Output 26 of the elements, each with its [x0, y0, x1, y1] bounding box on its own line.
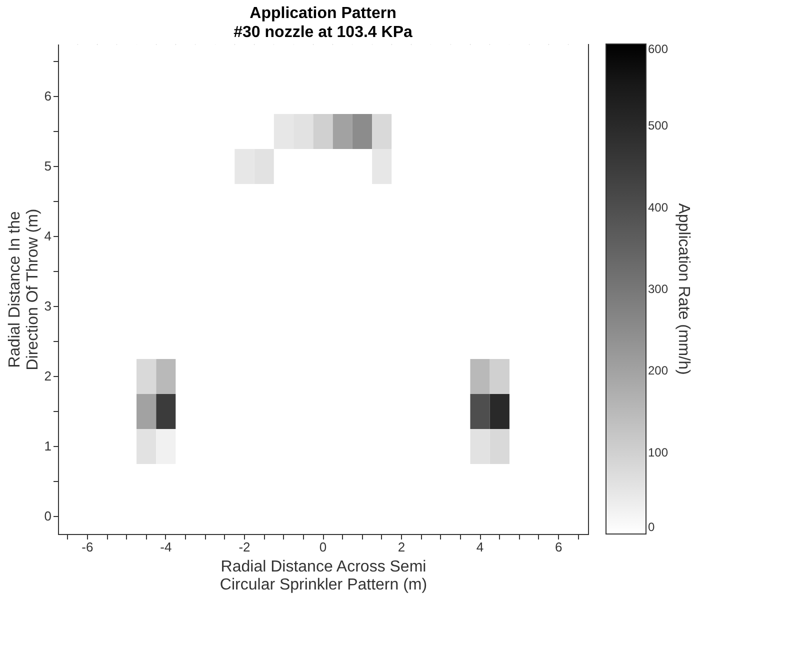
x-axis-title: Radial Distance Across Semi Circular Sprinkler Pattern (m) — [220, 558, 428, 594]
x-tick-label: -4 — [160, 540, 172, 554]
color-bar-label: 500 — [648, 118, 668, 133]
y-tick-label: 0 — [44, 508, 52, 524]
y-tick-label: 2 — [44, 368, 52, 384]
color-bar-label: 200 — [648, 364, 668, 378]
y-tick-label: 1 — [44, 438, 52, 454]
y-tick-label: 3 — [44, 298, 52, 314]
y-axis-title: Radial Distance In the Direction Of Throw (m) — [6, 208, 42, 370]
color-bar-label: 300 — [648, 282, 668, 296]
y-tick-label: 6 — [44, 88, 52, 104]
color-bar-title: Application Rate (mm/h) — [675, 203, 692, 375]
y-tick-label: 4 — [44, 228, 52, 244]
chart-title: Application Pattern — [250, 5, 396, 22]
chart-subtitle: #30 nozzle at 103.4 KPa — [234, 24, 412, 41]
x-tick-label: 6 — [554, 540, 562, 554]
color-bar-label: 600 — [648, 42, 668, 56]
x-tick-label: -6 — [82, 540, 94, 554]
color-bar-label: 400 — [648, 200, 668, 214]
color-bar-label: 0 — [648, 520, 655, 534]
x-tick-label: 4 — [476, 540, 484, 554]
x-tick-label: -2 — [238, 540, 250, 554]
x-tick-label: 0 — [319, 540, 327, 554]
x-tick-label: 2 — [398, 540, 406, 554]
color-bar-label: 100 — [648, 445, 668, 460]
y-tick-label: 5 — [44, 158, 52, 174]
